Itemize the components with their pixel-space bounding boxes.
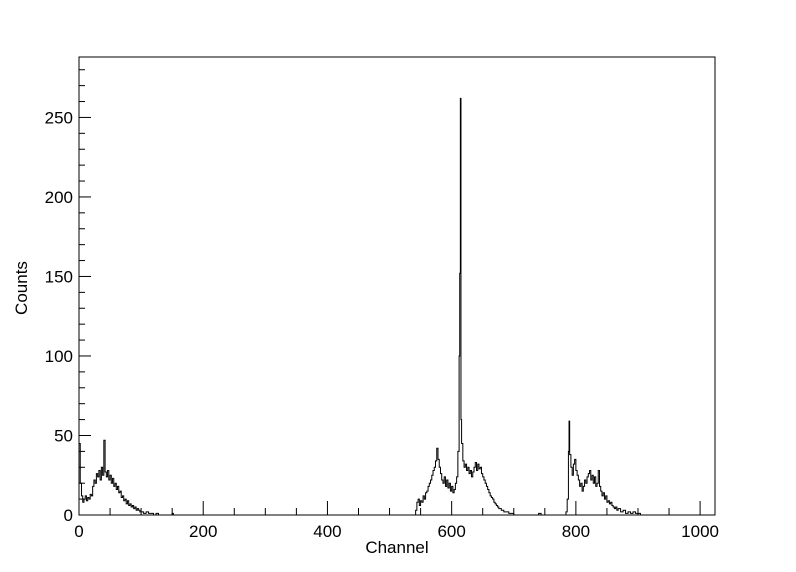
x-axis-tick-labels: 0 200 400 600 800 1000 <box>74 522 719 541</box>
y-tick-label: 200 <box>45 188 73 207</box>
x-tick-label: 800 <box>562 522 590 541</box>
y-axis-tick-labels: 0 50 100 150 200 250 <box>45 108 73 525</box>
y-axis-title: Counts <box>12 261 31 315</box>
plot-frame <box>78 56 716 516</box>
y-tick-label: 50 <box>54 426 73 445</box>
x-tick-label: 0 <box>74 522 83 541</box>
x-tick-label: 600 <box>437 522 465 541</box>
y-tick-label: 0 <box>64 506 73 525</box>
y-axis-ticks <box>79 69 91 516</box>
x-tick-label: 200 <box>189 522 217 541</box>
y-tick-label: 150 <box>45 267 73 286</box>
x-axis-title: Channel <box>365 538 428 557</box>
y-tick-label: 250 <box>45 108 73 127</box>
x-tick-label: 400 <box>313 522 341 541</box>
x-tick-label: 1000 <box>681 522 719 541</box>
counts-series-line <box>78 97 715 516</box>
y-tick-label: 100 <box>45 347 73 366</box>
x-axis-ticks <box>78 501 701 515</box>
